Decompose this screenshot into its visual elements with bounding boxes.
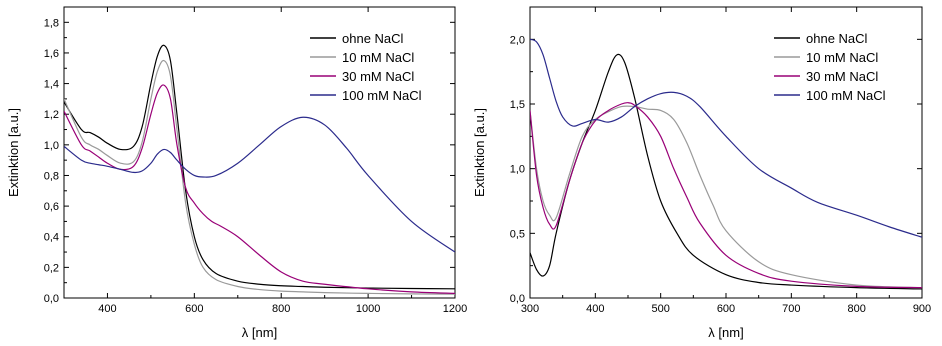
y-tick-label: 1,0 (44, 140, 59, 152)
legend-label-4: 100 mM NaCl (806, 88, 886, 103)
series-line-3 (64, 84, 455, 295)
x-axis-title: λ [nm] (242, 325, 277, 340)
y-tick-label: 0,6 (44, 201, 59, 213)
legend: ohne NaCl 10 mM NaCl 30 mM NaCl 100 mM NaCl (774, 31, 886, 103)
x-tick-label: 900 (913, 303, 931, 315)
x-tick-label: 700 (782, 303, 800, 315)
y-tick-label: 1,4 (44, 79, 59, 91)
legend-label-2: 10 mM NaCl (342, 50, 414, 65)
series-line-2 (64, 59, 455, 295)
x-tick-label: 400 (586, 303, 604, 315)
series-group (64, 44, 455, 295)
chart-1: 400 600 800 1000 1200 0,0 0,2 0,4 0,6 0,8 1,0 1,2 1,… (6, 6, 467, 340)
y-tick-label: 0,0 (510, 293, 525, 305)
series-line-2 (530, 105, 922, 289)
y-tick-label: 1,6 (44, 48, 59, 60)
x-tick-label: 400 (98, 303, 116, 315)
chart-2: 300 400 500 600 700 800 900 0,0 0,5 1,0 1,5 2,0 λ [n… (472, 6, 931, 340)
series-line-4 (530, 38, 922, 238)
series-line-1 (64, 44, 455, 290)
x-tick-label: 300 (521, 303, 539, 315)
x-tick-label: 1200 (443, 303, 467, 315)
x-tick-label: 800 (272, 303, 290, 315)
plot-frame (63, 6, 456, 299)
y-tick-label: 1,5 (510, 99, 525, 111)
legend-label-3: 30 mM NaCl (806, 69, 878, 84)
legend-label-2: 10 mM NaCl (806, 50, 878, 65)
y-tick-label: 1,0 (510, 164, 525, 176)
x-tick-label: 600 (185, 303, 203, 315)
y-tick-label: 0,8 (44, 170, 59, 182)
series-group (530, 38, 922, 290)
series-line-1 (530, 53, 922, 290)
legend-label-4: 100 mM NaCl (342, 88, 422, 103)
series-line-4 (64, 116, 455, 253)
y-tick-label: 1,2 (44, 109, 59, 121)
x-tick-label: 1000 (356, 303, 380, 315)
x-tick-label: 600 (717, 303, 735, 315)
y-tick-label: 0,4 (44, 232, 59, 244)
legend-label-1: ohne NaCl (806, 31, 868, 46)
x-axis-title: λ [nm] (708, 325, 743, 340)
y-tick-label: 1,8 (44, 17, 59, 29)
y-axis-title: Extinktion [a.u.] (6, 108, 21, 197)
y-tick-label: 0,0 (44, 293, 59, 305)
y-tick-label: 2,0 (510, 34, 525, 46)
x-tick-label: 500 (651, 303, 669, 315)
y-tick-label: 0,5 (510, 228, 525, 240)
y-tick-label: 0,2 (44, 262, 59, 274)
legend-label-1: ohne NaCl (342, 31, 404, 46)
x-tick-label: 800 (847, 303, 865, 315)
legend-label-3: 30 mM NaCl (342, 69, 414, 84)
y-axis-title: Extinktion [a.u.] (472, 108, 487, 197)
legend: ohne NaCl 10 mM NaCl 30 mM NaCl 100 mM NaCl (310, 31, 422, 103)
series-line-3 (530, 102, 922, 289)
